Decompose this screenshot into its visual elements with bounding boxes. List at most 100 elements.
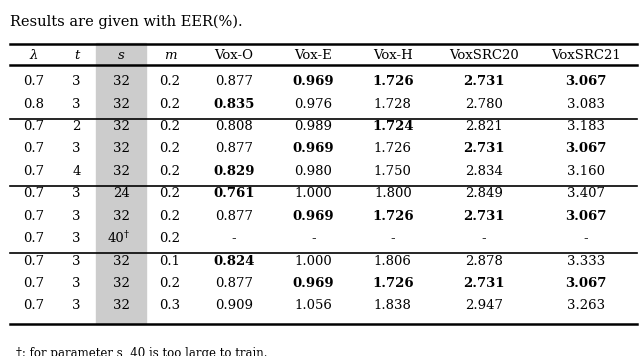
Text: 3.333: 3.333 bbox=[566, 255, 605, 268]
Text: 0.2: 0.2 bbox=[159, 210, 180, 223]
Text: 1.000: 1.000 bbox=[294, 255, 332, 268]
Text: 32: 32 bbox=[113, 277, 130, 290]
Text: 3.263: 3.263 bbox=[566, 299, 605, 313]
Text: 0.761: 0.761 bbox=[213, 187, 255, 200]
Text: 2.731: 2.731 bbox=[463, 210, 504, 223]
Text: 1.000: 1.000 bbox=[294, 187, 332, 200]
Text: 0.969: 0.969 bbox=[292, 210, 334, 223]
Text: Results are given with EER(%).: Results are given with EER(%). bbox=[10, 14, 242, 28]
Text: 32: 32 bbox=[113, 75, 130, 88]
Text: λ: λ bbox=[29, 49, 38, 62]
Text: 0.7: 0.7 bbox=[23, 187, 44, 200]
Text: 0.824: 0.824 bbox=[213, 255, 255, 268]
Text: 0.3: 0.3 bbox=[159, 299, 180, 313]
Text: 0.909: 0.909 bbox=[214, 299, 253, 313]
Text: 0.8: 0.8 bbox=[23, 98, 44, 111]
Text: Vox-H: Vox-H bbox=[373, 49, 413, 62]
Text: 0.7: 0.7 bbox=[23, 75, 44, 88]
Text: 32: 32 bbox=[113, 165, 130, 178]
Text: 0.829: 0.829 bbox=[213, 165, 255, 178]
Text: 2.849: 2.849 bbox=[465, 187, 502, 200]
Text: 0.2: 0.2 bbox=[159, 142, 180, 156]
Text: 2: 2 bbox=[72, 120, 81, 133]
Text: 3: 3 bbox=[72, 98, 81, 111]
Text: Vox-O: Vox-O bbox=[214, 49, 253, 62]
Text: 3: 3 bbox=[72, 187, 81, 200]
Text: 0.969: 0.969 bbox=[292, 277, 334, 290]
Text: 1.056: 1.056 bbox=[294, 299, 332, 313]
Text: 3.160: 3.160 bbox=[567, 165, 605, 178]
Text: 32: 32 bbox=[113, 142, 130, 156]
Text: 0.969: 0.969 bbox=[292, 142, 334, 156]
Text: 0.7: 0.7 bbox=[23, 142, 44, 156]
Text: -: - bbox=[481, 232, 486, 245]
Text: 2.834: 2.834 bbox=[465, 165, 502, 178]
Text: 0.2: 0.2 bbox=[159, 98, 180, 111]
Text: 0.976: 0.976 bbox=[294, 98, 332, 111]
Text: 0.835: 0.835 bbox=[213, 98, 254, 111]
Text: t: t bbox=[74, 49, 79, 62]
Text: 2.780: 2.780 bbox=[465, 98, 502, 111]
Text: 2.947: 2.947 bbox=[465, 299, 502, 313]
Text: 1.726: 1.726 bbox=[372, 210, 413, 223]
Text: 0.2: 0.2 bbox=[159, 75, 180, 88]
Text: -: - bbox=[231, 232, 236, 245]
Text: 40: 40 bbox=[108, 232, 124, 245]
Text: 2.731: 2.731 bbox=[463, 75, 504, 88]
Text: 0.877: 0.877 bbox=[214, 210, 253, 223]
Text: 0.989: 0.989 bbox=[294, 120, 332, 133]
Text: 3: 3 bbox=[72, 299, 81, 313]
Text: 32: 32 bbox=[113, 255, 130, 268]
Text: 3: 3 bbox=[72, 277, 81, 290]
Text: 3.067: 3.067 bbox=[565, 75, 607, 88]
Text: 2.731: 2.731 bbox=[463, 142, 504, 156]
Text: 0.877: 0.877 bbox=[214, 142, 253, 156]
Text: 3.407: 3.407 bbox=[567, 187, 605, 200]
Text: 2.821: 2.821 bbox=[465, 120, 502, 133]
Text: 1.728: 1.728 bbox=[374, 98, 412, 111]
Text: 32: 32 bbox=[113, 210, 130, 223]
Text: -: - bbox=[311, 232, 316, 245]
Text: 1.726: 1.726 bbox=[372, 75, 413, 88]
Text: 0.7: 0.7 bbox=[23, 299, 44, 313]
Text: 0.2: 0.2 bbox=[159, 232, 180, 245]
Text: 0.7: 0.7 bbox=[23, 120, 44, 133]
Text: 0.1: 0.1 bbox=[159, 255, 180, 268]
Text: 3.183: 3.183 bbox=[567, 120, 605, 133]
Text: 0.2: 0.2 bbox=[159, 120, 180, 133]
Text: m: m bbox=[164, 49, 177, 62]
Text: 2.731: 2.731 bbox=[463, 277, 504, 290]
Text: 0.7: 0.7 bbox=[23, 277, 44, 290]
Text: 0.877: 0.877 bbox=[214, 75, 253, 88]
Text: 32: 32 bbox=[113, 120, 130, 133]
Text: 0.969: 0.969 bbox=[292, 75, 334, 88]
Text: 0.808: 0.808 bbox=[215, 120, 253, 133]
Text: -: - bbox=[584, 232, 588, 245]
Text: 3: 3 bbox=[72, 255, 81, 268]
Text: 1.838: 1.838 bbox=[374, 299, 412, 313]
Text: †: for parameter s, 40 is too large to train.: †: for parameter s, 40 is too large to t… bbox=[16, 347, 268, 356]
Text: 1.750: 1.750 bbox=[374, 165, 412, 178]
Text: 1.800: 1.800 bbox=[374, 187, 412, 200]
Text: 0.7: 0.7 bbox=[23, 232, 44, 245]
Text: 0.7: 0.7 bbox=[23, 255, 44, 268]
Text: 3: 3 bbox=[72, 232, 81, 245]
Text: 3.067: 3.067 bbox=[565, 210, 607, 223]
Text: 3: 3 bbox=[72, 210, 81, 223]
Text: 0.2: 0.2 bbox=[159, 165, 180, 178]
Text: 0.7: 0.7 bbox=[23, 165, 44, 178]
Text: 24: 24 bbox=[113, 187, 129, 200]
Text: VoxSRC20: VoxSRC20 bbox=[449, 49, 518, 62]
Text: VoxSRC21: VoxSRC21 bbox=[551, 49, 621, 62]
Text: 1.724: 1.724 bbox=[372, 120, 413, 133]
Text: †: † bbox=[124, 230, 129, 239]
Text: 0.877: 0.877 bbox=[214, 277, 253, 290]
Text: 3.067: 3.067 bbox=[565, 277, 607, 290]
Text: s: s bbox=[118, 49, 125, 62]
Text: 0.980: 0.980 bbox=[294, 165, 332, 178]
Text: 3: 3 bbox=[72, 75, 81, 88]
Text: -: - bbox=[390, 232, 395, 245]
Text: 32: 32 bbox=[113, 98, 130, 111]
Text: 1.726: 1.726 bbox=[372, 277, 413, 290]
Text: Vox-E: Vox-E bbox=[294, 49, 332, 62]
